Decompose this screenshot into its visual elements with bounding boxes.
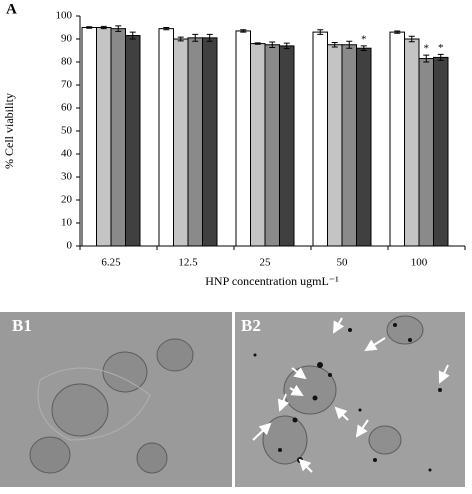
bar bbox=[125, 35, 141, 247]
y-tick-label: 70 bbox=[61, 79, 73, 91]
y-tick-label: 40 bbox=[61, 148, 73, 160]
error-bar bbox=[100, 25, 107, 30]
error-bar bbox=[240, 29, 247, 33]
y-tick-label: 50 bbox=[61, 125, 73, 137]
image-b1 bbox=[0, 312, 232, 487]
x-tick-label: 6.25 bbox=[101, 257, 121, 269]
error-bar bbox=[423, 54, 430, 63]
error-bar bbox=[86, 26, 93, 29]
y-axis-label: % Cell viability bbox=[2, 93, 16, 169]
bar bbox=[279, 45, 295, 247]
bar bbox=[235, 30, 251, 247]
bar bbox=[418, 58, 434, 247]
bar bbox=[404, 38, 420, 247]
error-bar bbox=[269, 41, 276, 49]
x-tick-label: 25 bbox=[260, 257, 272, 269]
image-label: B1 bbox=[12, 316, 32, 335]
x-tick-label: 50 bbox=[337, 257, 349, 269]
bar bbox=[264, 44, 280, 247]
error-bar bbox=[360, 45, 367, 51]
y-tick-label: 10 bbox=[61, 217, 73, 229]
error-bar bbox=[346, 40, 353, 49]
y-tick-label: 20 bbox=[61, 194, 73, 206]
bar bbox=[389, 31, 405, 247]
bar bbox=[327, 44, 343, 247]
panel-label: A bbox=[6, 1, 17, 17]
y-tick-label: 30 bbox=[61, 171, 73, 183]
bar bbox=[312, 31, 328, 247]
error-bar bbox=[129, 31, 136, 40]
bar bbox=[173, 38, 189, 247]
significance-marker: * bbox=[424, 43, 430, 55]
error-bar bbox=[331, 41, 338, 48]
bar bbox=[433, 56, 449, 247]
error-bar bbox=[254, 42, 261, 45]
bar bbox=[96, 27, 112, 247]
error-bar bbox=[317, 29, 324, 35]
error-bar bbox=[283, 42, 290, 50]
y-tick-label: 100 bbox=[56, 10, 73, 22]
error-bar bbox=[163, 27, 170, 31]
y-tick-label: 60 bbox=[61, 102, 73, 114]
bar bbox=[158, 28, 174, 247]
bar bbox=[356, 47, 372, 247]
error-bar bbox=[177, 36, 184, 42]
error-bar bbox=[408, 35, 415, 43]
y-tick-label: 80 bbox=[61, 56, 73, 68]
error-bar bbox=[115, 25, 122, 32]
error-bar bbox=[206, 33, 213, 42]
x-axis-label: HNP concentration ugmL⁻¹ bbox=[205, 274, 339, 288]
bar bbox=[81, 27, 97, 247]
bar bbox=[202, 37, 218, 247]
bar bbox=[250, 43, 266, 247]
bar bbox=[187, 37, 203, 247]
bar bbox=[341, 44, 357, 247]
image-label: B2 bbox=[241, 316, 261, 335]
image-b2 bbox=[235, 312, 465, 487]
x-tick-label: 100 bbox=[411, 257, 428, 269]
x-tick-label: 12.5 bbox=[178, 257, 198, 269]
error-bar bbox=[394, 30, 401, 34]
y-tick-label: 90 bbox=[61, 33, 73, 45]
bar bbox=[110, 28, 126, 247]
significance-marker: * bbox=[438, 42, 444, 54]
error-bar bbox=[192, 33, 199, 42]
error-bar bbox=[437, 53, 444, 61]
significance-marker: * bbox=[361, 33, 367, 45]
y-tick-label: 0 bbox=[67, 240, 73, 252]
